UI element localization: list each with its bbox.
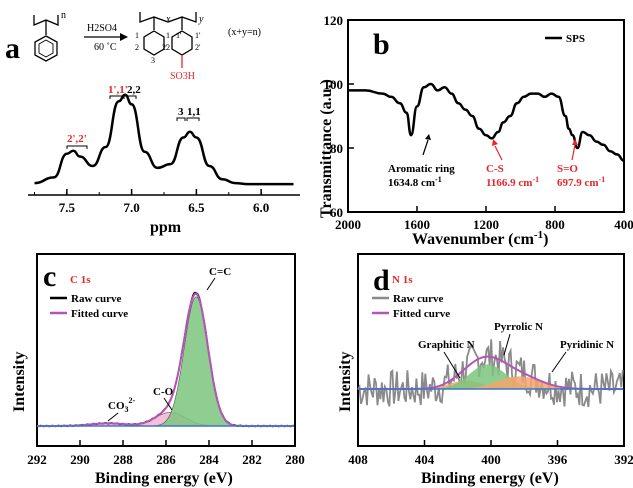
panel-d: d N 1s Raw curve Fitted curve 408 404 400 3…	[337, 253, 633, 487]
panel-b-letter: b	[373, 28, 390, 61]
temperature: 60 ˚C	[94, 42, 117, 53]
c1s-legend-raw: Raw curve	[71, 293, 122, 305]
so3h-label: SO3H	[170, 71, 195, 82]
ir-ticks: 2000 1600 1200 800 400 60 80 100 120	[324, 13, 633, 232]
n1s-ann-pyrrolic-line	[503, 333, 511, 356]
ir-ann-so: S=O	[557, 163, 578, 175]
ir-ytick-label: 120	[324, 13, 344, 28]
peak-label-22: 2,2	[127, 84, 141, 96]
ring-num-2pb: 2'	[195, 43, 201, 52]
ring-num-3: 3	[151, 56, 155, 65]
product-y: y	[198, 14, 204, 25]
n1s-ann-graphitic-line	[443, 351, 461, 379]
ring-num-1b: 1	[166, 31, 170, 40]
n1s-legend-raw: Raw curve	[393, 293, 444, 305]
n1s-ann-pyrrolic: Pyrrolic N	[494, 321, 543, 333]
nmr-ticks: 7.5 7.0 6.5 6.0	[33, 189, 269, 215]
ir-ann-aromatic-val: 1634.8 cm-1	[388, 175, 442, 189]
product-x: x	[165, 14, 171, 25]
c1s-legend-fit: Fitted curve	[71, 308, 128, 320]
c1s-ylabel: Intensity	[11, 352, 28, 412]
condition: (x+y=n)	[228, 27, 261, 38]
c1s-xtick-label: 282	[242, 452, 262, 467]
ring-num-2p: 2'	[162, 43, 168, 52]
ir-annotations: Aromatic ring 1634.8 cm-1 C-S 1166.9 cm-…	[388, 134, 605, 189]
nmr-tick-label: 6.5	[188, 200, 205, 215]
reactant-structure	[33, 15, 59, 62]
ir-xtick-label: 800	[545, 217, 565, 232]
nmr-peak-labels: 2',2' 1',1' 2,2 3 1,1	[66, 84, 201, 149]
ir-xtick-label: 400	[614, 217, 633, 232]
c1s-ann-cc-line	[206, 277, 216, 291]
nmr-spectrum-line	[34, 93, 294, 186]
ir-ann-cs-val: 1166.9 cm-1	[486, 175, 539, 189]
c1s-ticks: 292 290 288 286 284 282 280	[27, 440, 305, 467]
ir-ann-so-val: 697.9 cm-1	[557, 175, 605, 189]
c1s-xtick-label: 288	[113, 452, 133, 467]
c1s-ann-co3-line	[107, 412, 119, 422]
ring-num-1: 1	[135, 31, 139, 40]
n1s-xtick-label: 400	[481, 452, 501, 467]
n1s-xtick-label: 392	[614, 452, 633, 467]
ring-num-1pb: 1'	[195, 31, 201, 40]
c1s-xtick-label: 290	[70, 452, 90, 467]
n1s-xtick-label: 404	[415, 452, 435, 467]
panel-c-letter: c	[43, 260, 56, 293]
c1s-xtick-label: 292	[27, 452, 47, 467]
ring-num-2b: 2	[166, 43, 170, 52]
ir-legend-label: SPS	[566, 33, 585, 45]
n1s-title: N 1s	[392, 274, 413, 286]
ring-num-2: 2	[135, 43, 139, 52]
c1s-xtick-label: 286	[156, 452, 176, 467]
peak-label-3: 3	[178, 106, 184, 118]
ir-xtick-label: 2000	[335, 217, 361, 232]
panel-a: a n H2SO4 60 ˚C x y 1 2 3 1	[5, 10, 300, 236]
ir-ytick-label: 100	[324, 77, 344, 92]
n1s-xtick-label: 396	[548, 452, 568, 467]
ir-spectrum-line	[348, 82, 625, 163]
c1s-ann-co: C-O	[153, 386, 174, 398]
n1s-ann-pyridinic-line	[551, 351, 567, 373]
n1s-ann-graphitic: Graphitic N	[418, 339, 475, 351]
panel-d-letter: d	[373, 264, 390, 297]
n1s-ann-pyridinic: Pyridinic N	[560, 339, 614, 351]
ir-xtick-label: 1600	[404, 217, 430, 232]
reactant-n: n	[61, 10, 66, 21]
nmr-tick-label: 7.5	[59, 200, 76, 215]
c1s-xtick-label: 284	[199, 452, 219, 467]
ir-ylabel: Transmittance (a.u.)	[318, 79, 335, 218]
ring-num-1p: 1'	[176, 31, 182, 40]
ir-xtick-label: 1200	[473, 217, 499, 232]
ir-ann-cs: C-S	[486, 163, 504, 175]
reaction-arrow	[84, 33, 128, 41]
n1s-xtick-label: 408	[348, 452, 368, 467]
ir-ann-aromatic: Aromatic ring	[388, 163, 455, 175]
reagent: H2SO4	[87, 23, 117, 34]
product-structure	[139, 12, 197, 68]
n1s-raw-curve	[357, 339, 624, 408]
n1s-ylabel: Intensity	[337, 352, 354, 412]
peak-label-2p2p: 2',2'	[67, 133, 87, 145]
panel-a-letter: a	[5, 32, 20, 65]
n1s-legend-fit: Fitted curve	[393, 308, 450, 320]
c1s-ann-co3: CO32-	[108, 396, 136, 414]
panel-c: c C 1s Raw curve Fitted curve 292 290 288 2…	[11, 253, 305, 487]
peak-label-1p1p: 1',1'	[108, 84, 128, 96]
panel-b: b 2000 1600 1200 800 400 60 80 100 120 SPS Trans…	[318, 13, 633, 248]
ir-xlabel: Wavenumber (cm-1)	[412, 229, 548, 248]
nmr-tick-label: 7.0	[123, 200, 139, 215]
n1s-ticks: 408 404 400 396 392	[348, 440, 633, 467]
c1s-title: C 1s	[70, 274, 91, 286]
ir-ytick-label: 60	[330, 205, 343, 220]
n1s-xlabel: Binding energy (eV)	[421, 470, 559, 487]
peak-label-11: 1,1	[187, 106, 201, 118]
c1s-xlabel: Binding energy (eV)	[95, 470, 233, 487]
c1s-ann-cc: C=C	[209, 266, 231, 278]
ir-ytick-label: 80	[330, 141, 343, 156]
nmr-xlabel: ppm	[150, 219, 182, 236]
c1s-xtick-label: 280	[285, 452, 305, 467]
nmr-tick-label: 6.0	[253, 200, 269, 215]
c1s-ann-co-line	[163, 397, 173, 411]
